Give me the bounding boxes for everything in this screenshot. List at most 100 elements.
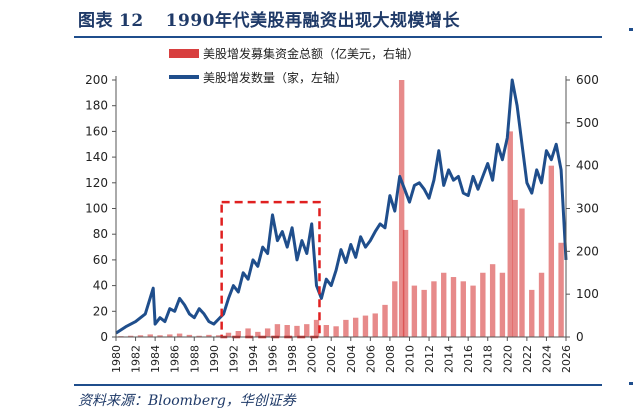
x-tick-label: 2026 [560,345,573,373]
left-tick-label: 80 [93,227,108,241]
x-tick-label: 2016 [462,345,475,373]
x-tick-label: 2018 [482,345,495,373]
amount-bar [284,325,290,337]
legend: 美股增发募集资金总额（亿美元，右轴） 美股增发数量（家，左轴） [169,46,419,85]
amount-bar [431,281,437,337]
left-tick-label: 0 [100,330,108,344]
right-tick-label: 500 [576,116,599,130]
top-rule [74,36,602,38]
figure-number: 12 [119,11,144,31]
x-tick-label: 2014 [443,345,456,373]
right-tick-label: 200 [576,244,599,258]
amount-bar [176,333,183,337]
amount-bar [402,229,409,337]
amount-bar [372,313,378,337]
amount-bar [548,165,555,337]
amount-bar [245,328,251,337]
amount-bar [512,199,518,337]
right-tick-label: 400 [576,159,599,173]
amount-bar [216,335,222,337]
amount-bar [274,324,281,337]
amount-bar [304,324,310,337]
amount-bar [392,281,398,337]
x-tick-label: 2022 [521,345,534,373]
x-tick-label: 1994 [247,345,260,373]
amount-bar [264,328,271,337]
count-series-line [115,78,568,335]
right-tick-label: 100 [576,287,599,301]
amount-bar [441,272,447,337]
amount-bar [206,334,212,337]
amount-bar [460,281,466,337]
amount-bar [480,272,486,337]
amount-bar [255,331,261,337]
amount-bar [323,325,330,337]
amount-bar [411,285,418,337]
x-tick-label: 2012 [423,345,436,373]
amount-bar [137,335,144,337]
amount-bar [147,334,153,337]
left-tick-label: 160 [85,124,108,138]
left-tick-label: 140 [85,150,108,164]
amount-bar [343,319,349,337]
amount-bar [294,325,300,337]
x-tick-label: 1986 [169,345,182,373]
amount-bar [127,335,134,337]
amount-bar [538,272,545,337]
x-tick-label: 2006 [364,345,377,373]
x-tick-label: 2000 [306,345,319,373]
figure-label: 图表 [78,11,113,31]
x-tick-label: 2004 [345,345,358,373]
left-tick-label: 100 [85,202,108,216]
left-tick-label: 40 [93,279,108,293]
amount-bar [489,264,496,337]
amount-bar [352,317,359,337]
amount-bar [186,334,193,337]
x-tick-label: 1988 [188,345,201,373]
x-tick-label: 1980 [110,345,123,373]
right-tick-label: 300 [576,202,599,216]
left-tick-label: 60 [93,253,108,267]
left-tick-label: 20 [93,304,108,318]
x-tick-label: 1982 [130,345,143,373]
x-tick-label: 2020 [501,345,514,373]
amount-bar [499,272,506,337]
x-tick-label: 2010 [403,345,416,373]
amount-bar [235,331,241,337]
bottom-rule [74,384,602,386]
left-tick-label: 200 [85,73,108,87]
x-tick-label: 1984 [149,345,162,373]
x-tick-label: 1990 [208,345,221,373]
amount-bar [398,80,405,337]
amount-bar [519,208,525,337]
legend-label-amount: 美股增发募集资金总额（亿美元，右轴） [203,46,419,61]
right-tick-label: 0 [576,330,584,344]
right-tick-label: 600 [576,73,599,87]
edge-mark-bottom [629,382,633,385]
figure-title: 图表 12 1990年代美股再融资出现大规模增长 [78,6,460,31]
amount-bar [421,289,427,337]
left-tick-label: 180 [85,99,108,113]
amount-bar [529,289,535,337]
chart: 0204060801001201401601802000100200300400… [85,46,599,373]
amount-bar [157,335,163,337]
x-tick-label: 2008 [384,345,397,373]
x-tick-label: 2024 [540,345,553,373]
amount-bar [313,319,320,337]
amount-bar [196,335,202,337]
source-note: 资料来源：Bloomberg，华创证券 [78,393,296,409]
edge-mark-top [629,28,633,31]
legend-label-count: 美股增发数量（家，左轴） [203,70,347,85]
amount-bar [382,304,388,337]
x-tick-label: 1996 [267,345,280,373]
amount-bar [507,131,513,337]
amount-bar [470,285,476,337]
left-tick-label: 120 [85,176,108,190]
amount-bar [450,277,457,337]
amount-bar [333,326,339,337]
figure-title-text: 1990年代美股再融资出现大规模增长 [165,11,460,31]
amount-bar [225,332,232,337]
x-tick-label: 2002 [325,345,338,373]
amount-bar [167,334,173,337]
amount-bar [558,242,564,337]
